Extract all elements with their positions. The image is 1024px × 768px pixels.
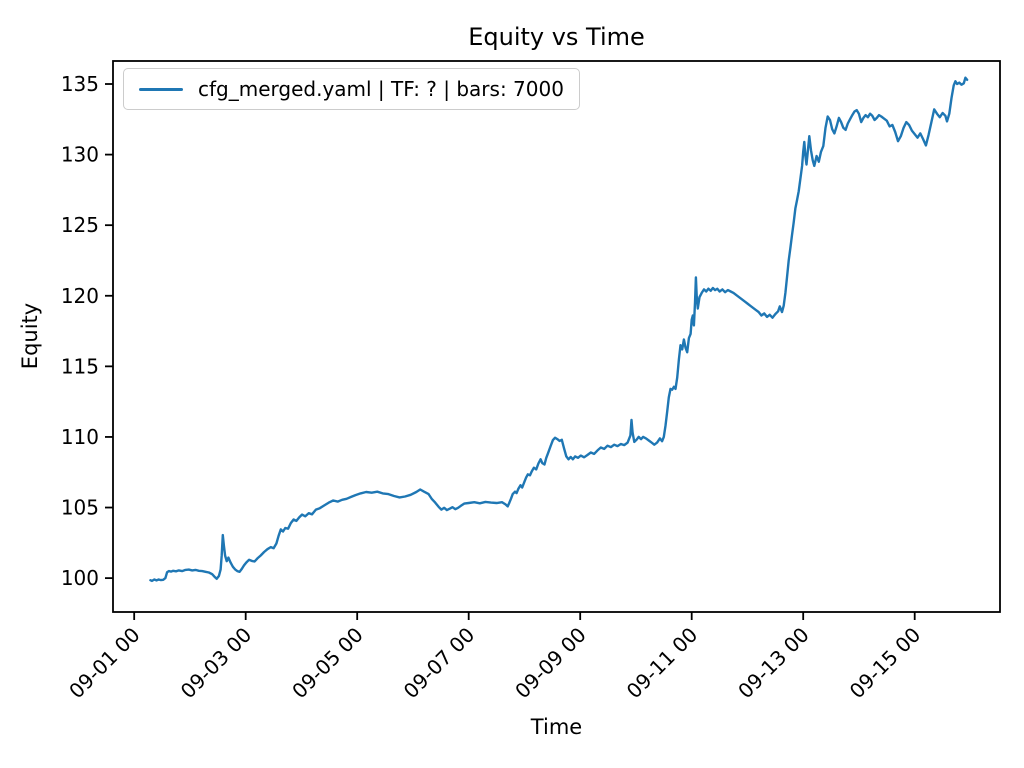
y-tick-label: 115 xyxy=(61,354,99,378)
equity-line xyxy=(149,76,969,583)
axes-frame xyxy=(112,60,1001,613)
x-tick-label: 09-05 00 xyxy=(287,623,368,704)
legend-label: cfg_merged.yaml | TF: ? | bars: 7000 xyxy=(198,77,564,101)
legend-box: cfg_merged.yaml | TF: ? | bars: 7000 xyxy=(123,68,580,110)
y-axis-label: Equity xyxy=(18,302,42,370)
y-tick-label: 100 xyxy=(61,566,99,590)
chart-title: Equity vs Time xyxy=(468,23,645,51)
y-tick-label: 110 xyxy=(61,425,99,449)
x-tick-label: 09-07 00 xyxy=(399,623,480,704)
x-tick-label: 09-09 00 xyxy=(510,623,591,704)
y-tick-label: 105 xyxy=(61,496,99,520)
x-tick-label: 09-15 00 xyxy=(845,623,926,704)
legend-line-swatch xyxy=(139,87,183,91)
x-tick-label: 09-13 00 xyxy=(733,623,814,704)
x-tick-label: 09-01 00 xyxy=(64,623,145,704)
x-tick-label: 09-03 00 xyxy=(176,623,257,704)
y-tick-label: 120 xyxy=(61,284,99,308)
x-axis-label: Time xyxy=(530,715,583,739)
x-tick-label: 09-11 00 xyxy=(622,623,703,704)
y-tick-label: 125 xyxy=(61,213,99,237)
y-tick-label: 130 xyxy=(61,143,99,167)
y-tick-label: 135 xyxy=(61,72,99,96)
